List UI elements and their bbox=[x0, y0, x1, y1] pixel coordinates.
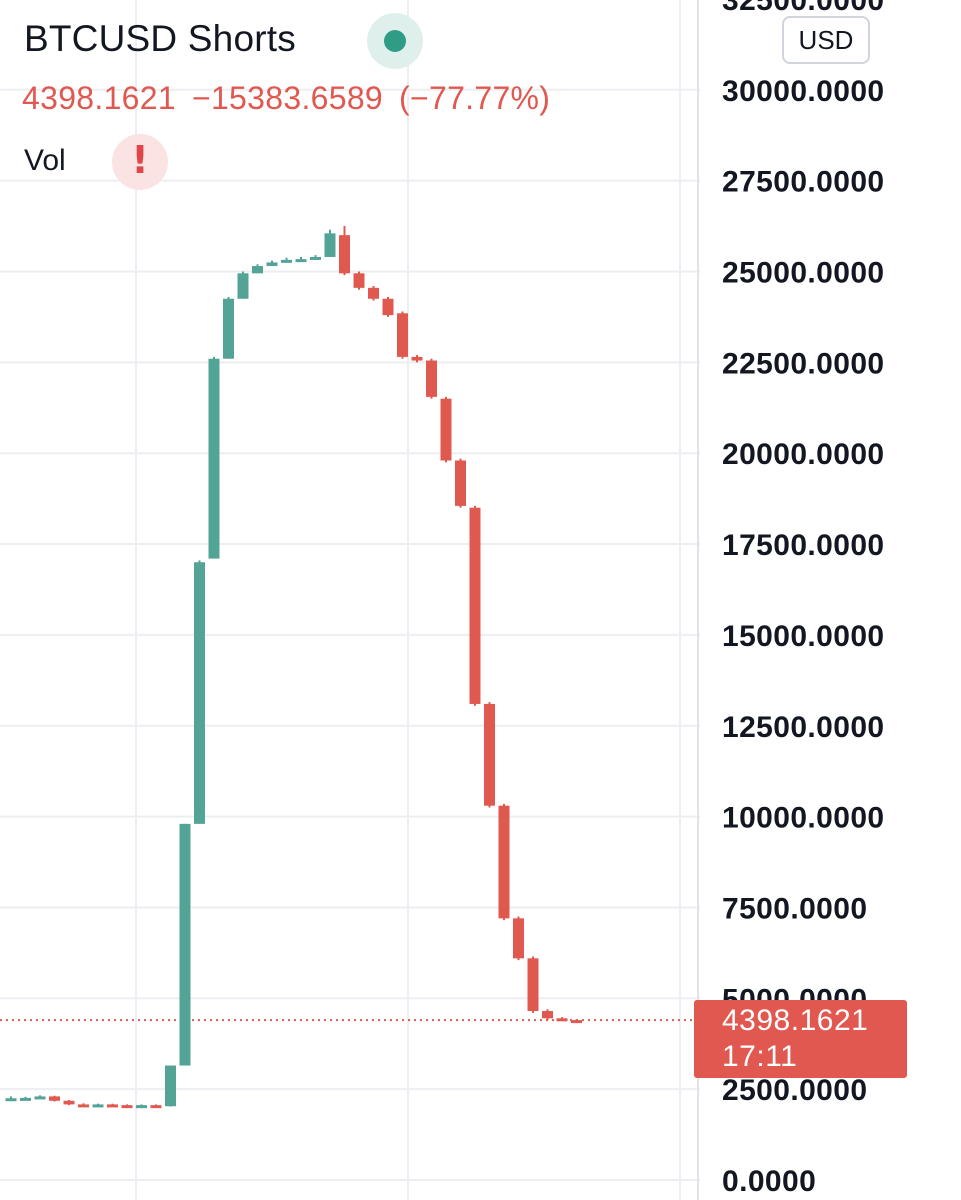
candle-body bbox=[63, 1100, 75, 1105]
price-summary: 4398.1621 −15383.6589 (−77.77%) bbox=[22, 80, 566, 117]
y-tick-label: 12500.0000 bbox=[722, 711, 885, 744]
candle-body bbox=[194, 562, 205, 824]
candle-body bbox=[237, 273, 249, 299]
warning-icon: ! bbox=[131, 138, 149, 182]
candle-body bbox=[49, 1096, 60, 1101]
candle-body bbox=[92, 1104, 104, 1108]
candle-body bbox=[34, 1096, 46, 1100]
candle-body bbox=[353, 273, 365, 288]
candle-body bbox=[571, 1020, 582, 1024]
candle-body bbox=[542, 1011, 553, 1019]
candle-body bbox=[136, 1105, 147, 1109]
candle-body bbox=[368, 287, 379, 299]
candle-body bbox=[165, 1065, 176, 1107]
candle-body bbox=[20, 1097, 31, 1101]
candle-body bbox=[484, 703, 495, 806]
last-price-tag: 4398.1621 17:11 bbox=[694, 1000, 907, 1078]
grid bbox=[0, 0, 700, 1200]
candle-body bbox=[426, 360, 437, 397]
candle-body bbox=[281, 259, 292, 263]
volume-warning-button[interactable]: ! bbox=[112, 134, 168, 190]
change-percent: (−77.77%) bbox=[399, 80, 551, 116]
symbol-title[interactable]: BTCUSD Shorts bbox=[24, 18, 296, 59]
candle-body bbox=[150, 1105, 162, 1109]
candle-body bbox=[252, 266, 263, 274]
currency-button[interactable]: USD bbox=[782, 16, 870, 64]
candle-body bbox=[5, 1098, 17, 1102]
y-tick-label: 17500.0000 bbox=[722, 529, 885, 562]
y-tick-label: 27500.0000 bbox=[722, 166, 885, 199]
candle-body bbox=[179, 823, 191, 1066]
candle-body bbox=[339, 235, 350, 274]
candle-body bbox=[527, 958, 539, 1012]
y-tick-label: 30000.0000 bbox=[722, 75, 885, 108]
candle-body bbox=[310, 256, 321, 260]
candle-body bbox=[411, 356, 423, 361]
last-price-value: 4398.1621 bbox=[722, 1004, 869, 1037]
candle-body bbox=[208, 358, 220, 559]
candle-body bbox=[556, 1018, 568, 1022]
candle-body bbox=[121, 1105, 133, 1109]
volume-label[interactable]: Vol bbox=[24, 144, 66, 177]
y-tick-label: 10000.0000 bbox=[722, 802, 885, 835]
last-value: 4398.1621 bbox=[22, 80, 176, 116]
candle-body bbox=[324, 233, 336, 257]
y-tick-label: 20000.0000 bbox=[722, 438, 885, 471]
y-tick-label: 32500.0000 bbox=[722, 0, 885, 17]
candle-body bbox=[223, 298, 234, 359]
y-tick-label: 7500.0000 bbox=[722, 892, 867, 925]
green-dot-icon bbox=[384, 30, 406, 52]
candle-body bbox=[266, 262, 278, 267]
y-tick-label: 25000.0000 bbox=[722, 257, 885, 290]
candle-body bbox=[513, 918, 524, 959]
candle-body bbox=[440, 398, 452, 461]
candle-body bbox=[455, 460, 466, 506]
candle-body bbox=[397, 313, 408, 357]
bar-countdown: 17:11 bbox=[722, 1040, 798, 1073]
market-status-indicator[interactable] bbox=[367, 13, 423, 69]
candle-body bbox=[469, 507, 481, 704]
candle-body bbox=[382, 298, 394, 316]
y-tick-label: 15000.0000 bbox=[722, 620, 885, 653]
candle-body bbox=[78, 1104, 89, 1108]
y-tick-label: 2500.0000 bbox=[722, 1074, 867, 1107]
candle-body bbox=[498, 805, 510, 919]
change-value: −15383.6589 bbox=[191, 80, 384, 116]
candles bbox=[5, 226, 582, 1109]
candle-body bbox=[107, 1104, 118, 1108]
candle-body bbox=[295, 259, 307, 263]
y-tick-label: 0.0000 bbox=[722, 1165, 816, 1198]
y-tick-label: 22500.0000 bbox=[722, 347, 885, 380]
